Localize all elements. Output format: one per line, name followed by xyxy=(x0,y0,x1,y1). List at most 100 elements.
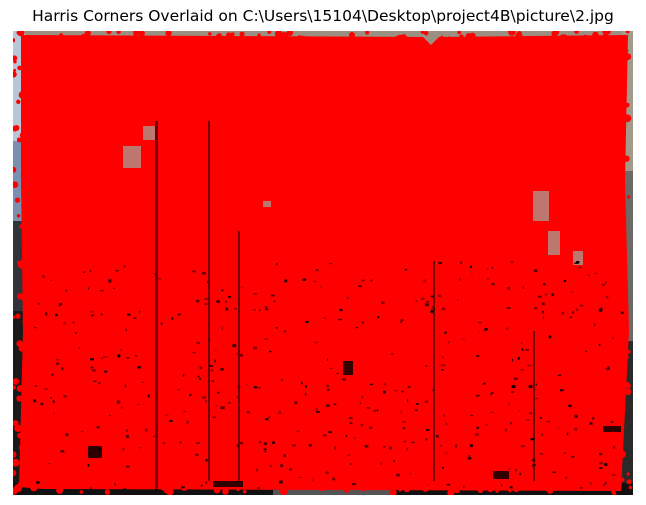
corner-marker xyxy=(614,300,620,306)
dark-speckle xyxy=(332,477,336,481)
dark-speckle xyxy=(269,465,273,467)
dark-speckle xyxy=(63,322,66,325)
corner-marker xyxy=(239,31,245,37)
dark-speckle xyxy=(533,269,538,273)
corner-marker xyxy=(620,215,627,222)
dark-speckle xyxy=(289,468,292,471)
dark-speckle xyxy=(323,434,327,437)
dark-speckle xyxy=(221,327,223,330)
dark-speckle xyxy=(396,473,400,477)
dark-speckle xyxy=(589,422,593,425)
dark-speckle xyxy=(604,481,607,485)
dark-speckle xyxy=(100,290,104,292)
corner-marker xyxy=(611,182,619,189)
dark-speckle xyxy=(269,350,272,353)
dark-speckle xyxy=(563,452,566,454)
corner-marker xyxy=(25,235,32,242)
dark-speckle xyxy=(199,377,201,380)
dark-speckle xyxy=(281,378,283,381)
dark-speckle xyxy=(402,421,406,423)
dark-speckle xyxy=(421,297,425,301)
corner-marker xyxy=(13,385,16,390)
dark-speckle xyxy=(50,397,52,399)
dark-speckle xyxy=(329,368,333,369)
dark-speckle xyxy=(63,395,67,398)
dark-speckle xyxy=(138,447,142,449)
dark-speckle xyxy=(179,441,182,444)
corner-marker xyxy=(25,427,30,432)
dark-speckle xyxy=(109,414,111,416)
dark-speckle xyxy=(263,448,267,451)
corner-marker xyxy=(612,401,621,410)
dark-speckle xyxy=(476,355,480,357)
dark-speckle xyxy=(529,412,533,414)
dark-speckle xyxy=(88,487,93,490)
dark-speckle xyxy=(302,278,306,281)
dark-speckle xyxy=(268,416,271,418)
corner-marker xyxy=(622,328,628,334)
corner-marker xyxy=(20,258,28,266)
dark-speckle xyxy=(199,366,203,370)
dark-speckle xyxy=(513,377,518,380)
dark-feature-line xyxy=(208,121,210,481)
corner-marker xyxy=(613,366,620,373)
corner-marker xyxy=(22,396,26,400)
corner-marker xyxy=(546,487,554,494)
corner-marker xyxy=(618,363,627,371)
dark-speckle xyxy=(264,450,267,453)
dark-speckle xyxy=(600,307,603,309)
dark-speckle xyxy=(471,273,473,275)
corner-marker xyxy=(619,241,625,247)
dark-speckle xyxy=(574,262,578,264)
dark-speckle xyxy=(424,303,429,307)
dark-speckle xyxy=(180,486,185,489)
dark-speckle xyxy=(228,296,231,298)
dark-speckle xyxy=(221,289,224,292)
dark-speckle xyxy=(508,468,511,470)
dark-speckle xyxy=(126,313,131,316)
dark-speckle xyxy=(460,261,463,264)
dark-speckle xyxy=(126,357,130,359)
dark-speckle xyxy=(468,455,471,457)
dark-speckle xyxy=(461,338,466,340)
dark-speckle xyxy=(579,304,584,307)
corner-marker xyxy=(447,489,455,495)
corner-marker xyxy=(216,33,223,40)
corner-marker xyxy=(104,489,111,495)
dark-speckle xyxy=(440,444,442,447)
dark-speckle xyxy=(361,279,365,282)
dark-speckle xyxy=(438,294,442,297)
corner-marker xyxy=(166,487,174,495)
dark-speckle xyxy=(177,313,181,316)
dark-speckle xyxy=(534,307,538,310)
dark-speckle xyxy=(548,335,552,339)
dark-speckle xyxy=(87,463,90,467)
corner-marker xyxy=(84,31,90,36)
dark-speckle xyxy=(183,410,186,413)
dark-speckle xyxy=(144,428,148,432)
corner-marker xyxy=(564,480,571,486)
dark-speckle xyxy=(462,485,465,488)
dark-speckle xyxy=(253,346,257,350)
dark-speckle xyxy=(273,300,276,302)
dark-speckle xyxy=(158,278,161,280)
dark-speckle xyxy=(414,409,418,412)
photo-gap xyxy=(573,251,583,265)
dark-speckle xyxy=(210,369,213,372)
dark-blob xyxy=(88,446,102,458)
dark-speckle xyxy=(557,427,559,430)
dark-speckle xyxy=(444,452,448,454)
corner-marker xyxy=(410,484,414,488)
dark-speckle xyxy=(196,299,200,303)
corner-marker xyxy=(23,419,32,428)
dark-speckle xyxy=(343,378,346,381)
corner-marker xyxy=(442,483,448,489)
dark-speckle xyxy=(515,468,517,472)
dark-speckle xyxy=(532,464,534,467)
dark-speckle xyxy=(391,353,394,355)
corner-marker xyxy=(624,102,630,108)
dark-speckle xyxy=(598,343,601,346)
dark-speckle xyxy=(456,299,459,301)
dark-speckle xyxy=(542,283,546,286)
corner-marker xyxy=(487,486,494,493)
